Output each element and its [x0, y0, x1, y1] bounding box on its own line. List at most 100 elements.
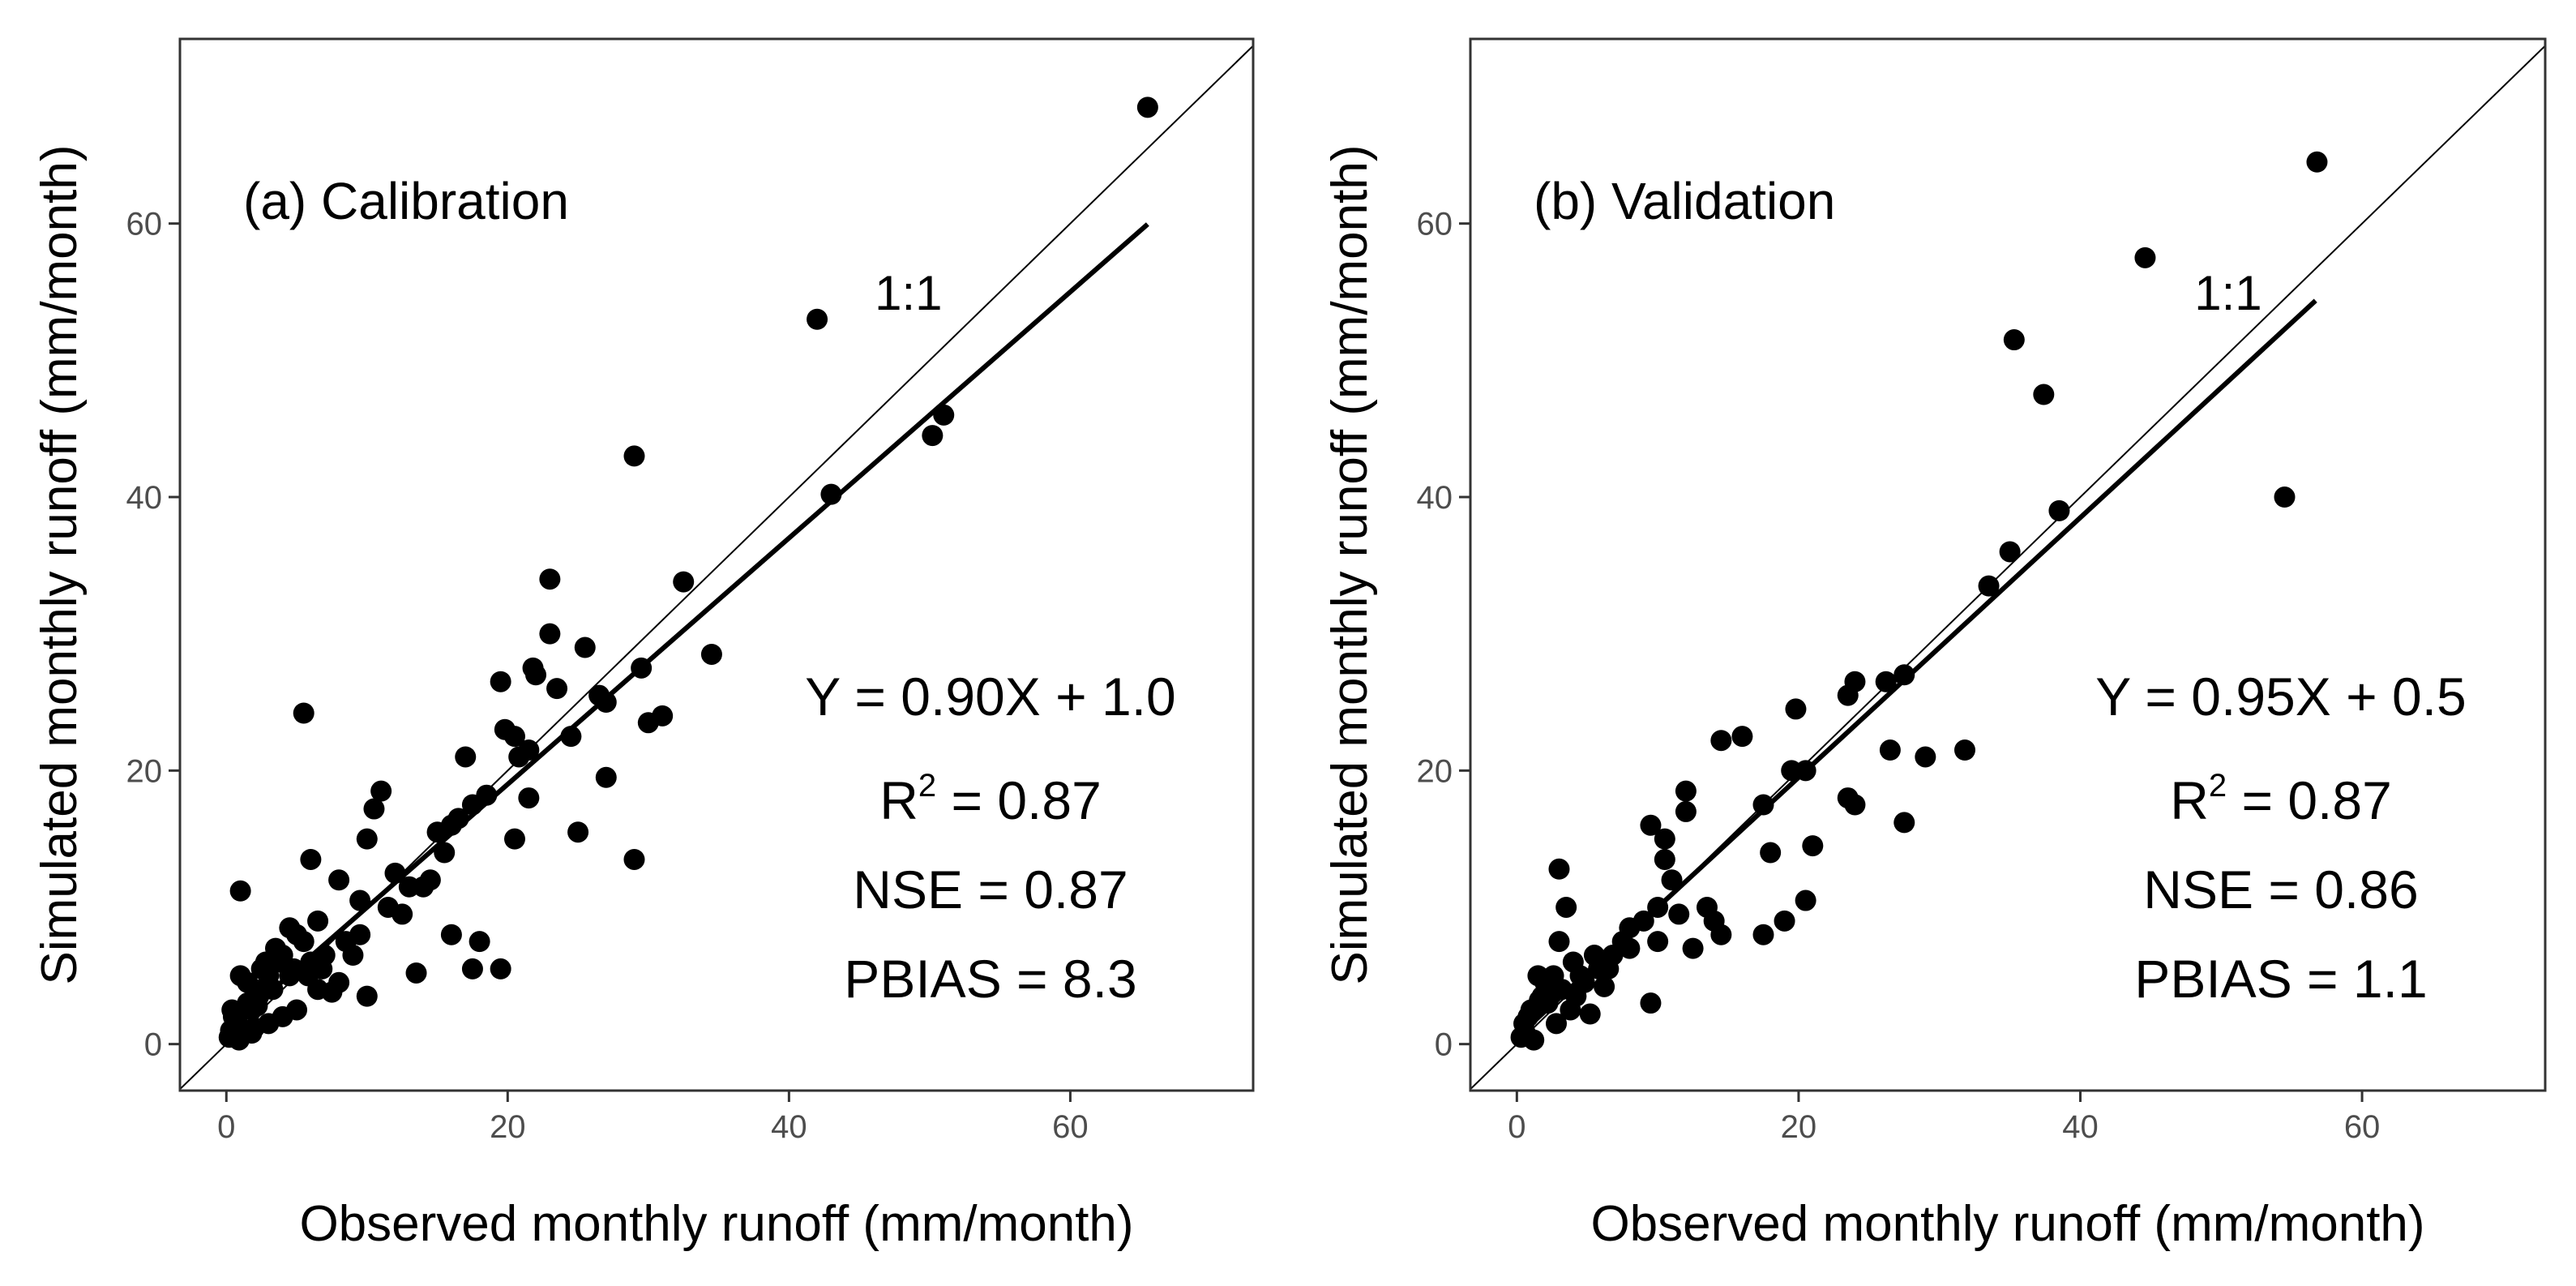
- data-point: [455, 746, 477, 768]
- data-point: [1999, 541, 2021, 563]
- data-point: [1588, 958, 1610, 980]
- data-point: [1661, 869, 1683, 891]
- y-axis-title: Simulated monthly runoff (mm/month): [1322, 144, 1378, 984]
- data-point: [1640, 814, 1662, 836]
- data-point: [588, 684, 610, 706]
- data-point: [933, 404, 955, 426]
- data-point: [349, 889, 371, 911]
- data-point: [1514, 1022, 1536, 1044]
- data-point: [1696, 896, 1718, 918]
- x-tick-label: 0: [217, 1109, 235, 1145]
- data-point: [574, 637, 596, 658]
- data-point: [518, 787, 540, 809]
- data-point: [246, 995, 268, 1017]
- data-point: [1752, 794, 1774, 816]
- data-point: [2048, 499, 2070, 521]
- y-tick-label: 0: [144, 1027, 162, 1063]
- data-point: [293, 702, 315, 724]
- pbias-statistic: PBIAS = 8.3: [844, 949, 1136, 1009]
- r-squared: R2 = 0.87: [879, 768, 1102, 830]
- data-point: [237, 971, 259, 993]
- x-tick-label: 20: [1781, 1109, 1817, 1145]
- data-point: [405, 962, 427, 984]
- data-point: [328, 869, 350, 891]
- data-point: [461, 958, 483, 980]
- data-point: [1710, 924, 1732, 945]
- data-point: [1802, 835, 1824, 857]
- data-point: [673, 571, 695, 593]
- data-point: [1136, 96, 1158, 118]
- r-squared-superscript: 2: [2209, 768, 2227, 804]
- data-point: [1668, 903, 1690, 925]
- y-tick-label: 20: [126, 753, 163, 789]
- data-point: [447, 808, 469, 829]
- data-point: [307, 910, 329, 932]
- nse-statistic: NSE = 0.87: [853, 859, 1128, 919]
- data-point: [279, 917, 301, 939]
- data-point: [2003, 329, 2025, 351]
- regression-line: [225, 222, 1149, 1033]
- data-point: [356, 828, 378, 850]
- data-point: [1527, 965, 1549, 987]
- data-point: [1752, 924, 1774, 945]
- data-point: [384, 862, 406, 884]
- data-point: [1953, 739, 1975, 761]
- data-point: [1675, 780, 1697, 802]
- data-point: [490, 958, 511, 980]
- data-point: [356, 985, 378, 1007]
- data-point: [1594, 975, 1615, 997]
- data-point: [349, 924, 371, 945]
- data-point: [426, 821, 448, 843]
- r-squared-label: R: [879, 770, 918, 830]
- data-point: [228, 1029, 250, 1051]
- data-point: [807, 308, 828, 330]
- data-point: [631, 657, 653, 679]
- data-point: [560, 726, 582, 748]
- panel-border: [1469, 37, 2547, 1092]
- pbias-statistic: PBIAS = 1.1: [2134, 949, 2427, 1009]
- r-squared-value: = 0.87: [936, 770, 1102, 830]
- regression-equation: Y = 0.95X + 0.5: [2095, 667, 2467, 727]
- data-point: [2274, 487, 2296, 508]
- data-point: [1565, 985, 1587, 1007]
- x-axis-title: Observed monthly runoff (mm/month): [1590, 1196, 2424, 1252]
- y-tick-label: 40: [126, 480, 163, 516]
- data-point: [440, 924, 462, 945]
- data-point: [1517, 1005, 1539, 1027]
- x-tick-label: 40: [2062, 1109, 2099, 1145]
- data-point: [539, 623, 561, 645]
- data-point: [820, 483, 842, 505]
- data-point: [1529, 989, 1551, 1011]
- data-point: [503, 828, 525, 850]
- data-point: [342, 945, 364, 967]
- data-point: [1760, 842, 1782, 864]
- nse-statistic: NSE = 0.86: [2143, 859, 2418, 919]
- data-point: [1654, 848, 1675, 870]
- data-point: [461, 794, 483, 816]
- data-point: [221, 999, 243, 1021]
- data-point: [363, 798, 385, 820]
- y-tick-label: 60: [126, 207, 163, 242]
- data-point: [567, 821, 589, 843]
- data-point: [392, 903, 413, 925]
- data-point: [1579, 1003, 1601, 1025]
- data-point: [1647, 931, 1669, 953]
- data-point: [700, 643, 722, 665]
- data-point: [469, 931, 490, 953]
- data-point: [1915, 746, 1936, 768]
- data-point: [623, 848, 645, 870]
- data-point: [1546, 1013, 1568, 1035]
- data-point: [494, 718, 516, 740]
- data-point: [623, 445, 645, 467]
- data-point: [1647, 896, 1669, 918]
- data-point: [1710, 730, 1732, 752]
- data-point: [1844, 794, 1866, 816]
- data-point: [1611, 931, 1633, 953]
- data-point: [1781, 760, 1803, 782]
- data-point: [539, 568, 561, 590]
- y-tick-label: 20: [1417, 753, 1453, 789]
- y-axis-title: Simulated monthly runoff (mm/month): [32, 144, 88, 984]
- data-point: [1640, 992, 1662, 1014]
- panel-label: (b) Validation: [1534, 172, 1835, 230]
- y-tick-label: 60: [1417, 207, 1453, 242]
